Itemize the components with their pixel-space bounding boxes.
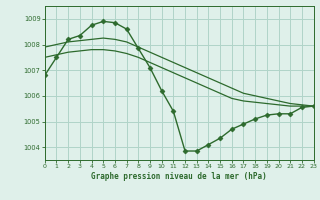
X-axis label: Graphe pression niveau de la mer (hPa): Graphe pression niveau de la mer (hPa): [91, 172, 267, 181]
